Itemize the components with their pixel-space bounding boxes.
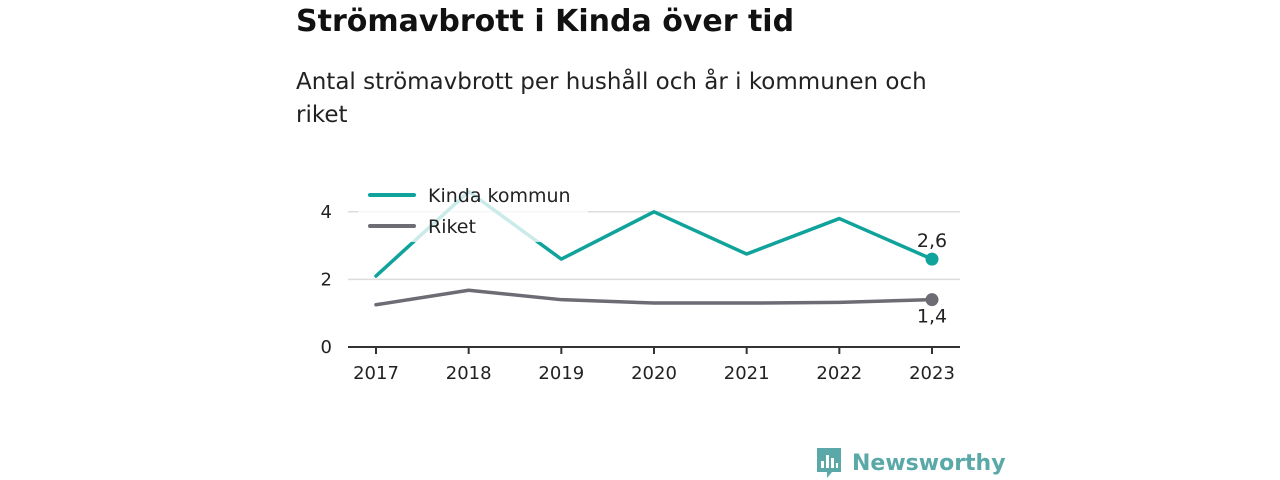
legend-background	[358, 180, 588, 242]
x-tick-label: 2021	[724, 363, 770, 384]
chart-title: Strömavbrott i Kinda över tid	[296, 4, 795, 39]
y-tick-label: 0	[321, 337, 332, 358]
newsworthy-logo-icon	[817, 448, 841, 478]
end-labels: 2,6 1,4	[917, 230, 947, 328]
line-chart: 0 2 4 2017 2018 2019 2020 2021 2022 2023 Kinda ko…	[320, 180, 960, 384]
end-value-label: 1,4	[917, 306, 947, 328]
legend: Kinda kommun Riket	[358, 180, 588, 242]
legend-label: Kinda kommun	[428, 185, 571, 207]
legend-label: Riket	[428, 216, 476, 238]
series-end-dot	[925, 252, 939, 266]
y-tick-label: 4	[321, 202, 332, 223]
brand: Newsworthy	[815, 446, 1006, 480]
x-tick-label: 2019	[538, 363, 584, 384]
x-tick-label: 2020	[631, 363, 677, 384]
x-tick-label: 2018	[446, 363, 492, 384]
end-value-label: 2,6	[917, 230, 947, 252]
x-tick-label: 2023	[909, 363, 955, 384]
series-line-1	[374, 288, 934, 307]
chart-subtitle: Antal strömavbrott per hushåll och år i …	[296, 69, 927, 128]
x-tick-label: 2017	[353, 363, 399, 384]
series-end-dot	[925, 293, 939, 307]
x-tick-label: 2022	[816, 363, 862, 384]
axes: 0 2 4 2017 2018 2019 2020 2021 2022 2023	[321, 202, 960, 384]
brand-name: Newsworthy	[852, 450, 1006, 476]
y-tick-label: 2	[321, 269, 332, 290]
